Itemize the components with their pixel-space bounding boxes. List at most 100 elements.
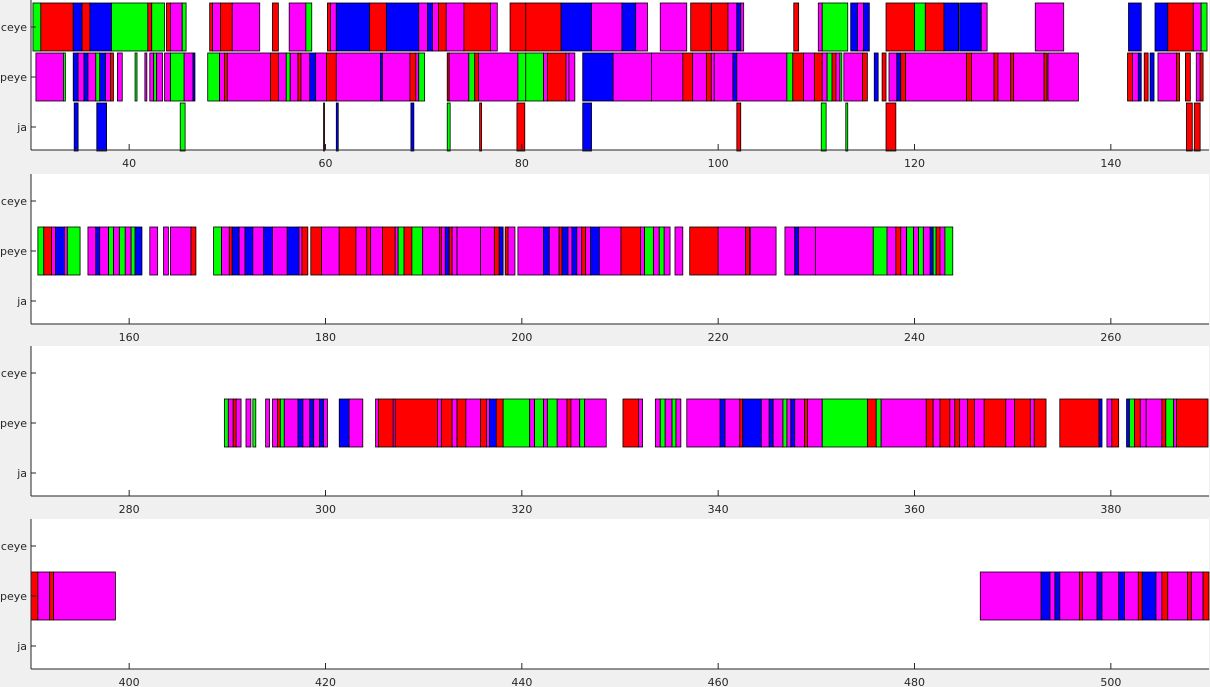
segment-peye <box>1132 52 1139 102</box>
segment-ceye <box>490 2 498 52</box>
segment-peye <box>134 226 143 276</box>
segment-peye <box>223 398 229 448</box>
x-tick-label: 440 <box>511 676 532 687</box>
x-tick-label: 300 <box>315 503 336 516</box>
segment-peye <box>1081 571 1098 621</box>
segment-peye <box>692 52 707 102</box>
segment-peye <box>1029 398 1035 448</box>
x-tick-label: 60 <box>319 157 333 170</box>
segment-peye <box>736 52 788 102</box>
segment-peye <box>839 52 843 102</box>
segment-peye <box>456 226 482 276</box>
segment-peye <box>821 398 868 448</box>
segment-peye <box>1143 52 1149 102</box>
segment-peye <box>792 52 804 102</box>
segment-ceye <box>1154 2 1169 52</box>
segment-peye <box>72 52 79 102</box>
x-tick-label: 400 <box>119 676 140 687</box>
segment-peye <box>585 226 591 276</box>
segment-peye <box>134 52 138 102</box>
segment-peye <box>480 398 487 448</box>
segment-peye <box>110 52 114 102</box>
segment-peye <box>1043 52 1048 102</box>
x-tick-label: 100 <box>708 157 729 170</box>
segment-peye <box>717 226 747 276</box>
segment-ceye <box>1167 2 1194 52</box>
y-tick-label-ja: ja <box>16 467 27 480</box>
y-tick-label-peye: peye <box>0 590 27 603</box>
segment-peye <box>232 398 237 448</box>
segment-peye <box>192 52 196 102</box>
segment-peye <box>1137 52 1142 102</box>
segment-peye <box>348 398 364 448</box>
segment-peye <box>548 226 560 276</box>
segment-peye <box>786 398 792 448</box>
segment-peye <box>252 226 265 276</box>
segment-peye <box>272 226 288 276</box>
segment-peye <box>1005 398 1016 448</box>
segment-ceye <box>445 2 465 52</box>
segment-peye <box>971 52 995 102</box>
segment-peye <box>323 398 328 448</box>
x-tick-label: 120 <box>904 157 925 170</box>
segment-peye <box>309 52 317 102</box>
segment-peye <box>99 226 109 276</box>
segment-peye <box>813 52 823 102</box>
segment-peye <box>939 226 946 276</box>
segment-peye <box>355 226 368 276</box>
segment-ja <box>179 102 186 152</box>
y-tick-label-ceye: ceye <box>1 367 27 380</box>
segment-ceye <box>151 2 165 52</box>
segment-peye <box>967 398 975 448</box>
segment-peye <box>289 52 299 102</box>
segment-ja <box>516 102 526 152</box>
segment-ceye <box>335 2 371 52</box>
segment-peye <box>786 52 794 102</box>
segment-peye <box>654 398 661 448</box>
segment-peye <box>1133 398 1141 448</box>
segment-peye <box>153 52 158 102</box>
segment-peye <box>571 226 578 276</box>
segment-ja <box>410 102 415 152</box>
segment-peye <box>223 52 228 102</box>
segment-peye <box>270 52 279 102</box>
segment-peye <box>440 398 453 448</box>
x-tick-label: 220 <box>708 331 729 344</box>
segment-peye <box>556 398 568 448</box>
segment-peye <box>862 52 868 102</box>
segment-peye <box>873 52 879 102</box>
segment-peye <box>925 398 934 448</box>
segment-peye <box>297 398 304 448</box>
segment-ceye <box>850 2 858 52</box>
segment-peye <box>221 226 230 276</box>
segment-ceye <box>690 2 711 52</box>
segment-peye <box>686 398 721 448</box>
segment-peye <box>582 52 614 102</box>
segment-peye <box>719 398 726 448</box>
segment-ceye <box>1034 2 1065 52</box>
segment-peye <box>486 398 490 448</box>
segment-peye <box>1149 52 1155 102</box>
segment-peye <box>55 226 65 276</box>
segment-peye <box>620 226 642 276</box>
segment-peye <box>77 52 85 102</box>
segment-peye <box>493 226 500 276</box>
segment-peye <box>219 52 225 102</box>
segment-ceye <box>288 2 307 52</box>
segment-peye <box>935 226 941 276</box>
segment-peye <box>584 398 607 448</box>
segment-peye <box>983 398 1007 448</box>
segment-ceye <box>305 2 313 52</box>
segment-peye <box>794 226 800 276</box>
x-tick-label: 340 <box>708 503 729 516</box>
segment-peye <box>807 398 823 448</box>
segment-peye <box>164 52 171 102</box>
segment-ceye <box>525 2 562 52</box>
segment-peye <box>118 226 126 276</box>
segment-peye <box>954 398 961 448</box>
segment-peye <box>881 52 887 102</box>
segment-ceye <box>169 2 183 52</box>
segment-peye <box>652 226 660 276</box>
segment-peye <box>149 52 155 102</box>
segment-peye <box>517 52 527 102</box>
